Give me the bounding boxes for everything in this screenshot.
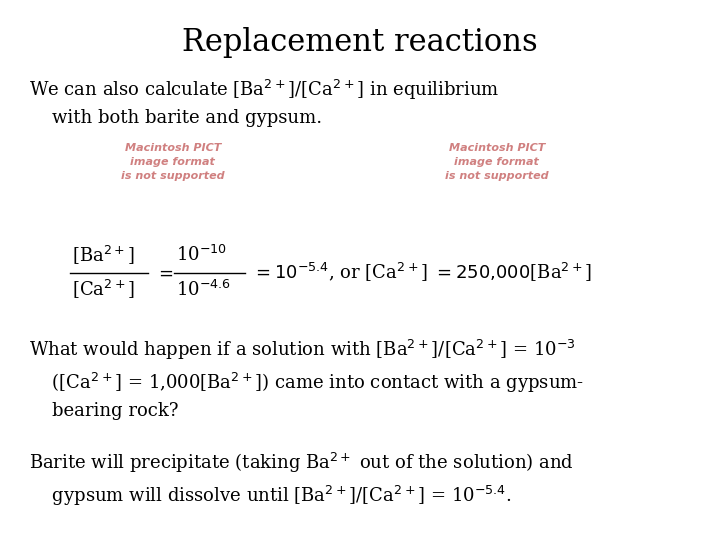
Text: $=$: $=$ <box>155 264 174 282</box>
Text: Barite will precipitate (taking Ba$^{2+}$ out of the solution) and
    gypsum wi: Barite will precipitate (taking Ba$^{2+}… <box>29 451 574 508</box>
Text: What would happen if a solution with [Ba$^{2+}$]/[Ca$^{2+}$] = 10$^{-3}$
    ([C: What would happen if a solution with [Ba… <box>29 338 584 420</box>
Text: Macintosh PICT
image format
is not supported: Macintosh PICT image format is not suppo… <box>121 143 225 181</box>
Text: $= 10^{-5.4}$, or [Ca$^{2+}$] $= 250{,}000$[Ba$^{2+}$]: $= 10^{-5.4}$, or [Ca$^{2+}$] $= 250{,}0… <box>252 261 593 284</box>
Text: Macintosh PICT
image format
is not supported: Macintosh PICT image format is not suppo… <box>445 143 549 181</box>
Text: [Ca$^{2+}$]: [Ca$^{2+}$] <box>72 279 135 301</box>
Text: 10$^{-10}$: 10$^{-10}$ <box>176 245 228 266</box>
Text: [Ba$^{2+}$]: [Ba$^{2+}$] <box>72 244 135 267</box>
Text: We can also calculate [Ba$^{2+}$]/[Ca$^{2+}$] in equilibrium
    with both barit: We can also calculate [Ba$^{2+}$]/[Ca$^{… <box>29 78 499 127</box>
Text: Replacement reactions: Replacement reactions <box>182 27 538 58</box>
Text: 10$^{-4.6}$: 10$^{-4.6}$ <box>176 280 231 300</box>
